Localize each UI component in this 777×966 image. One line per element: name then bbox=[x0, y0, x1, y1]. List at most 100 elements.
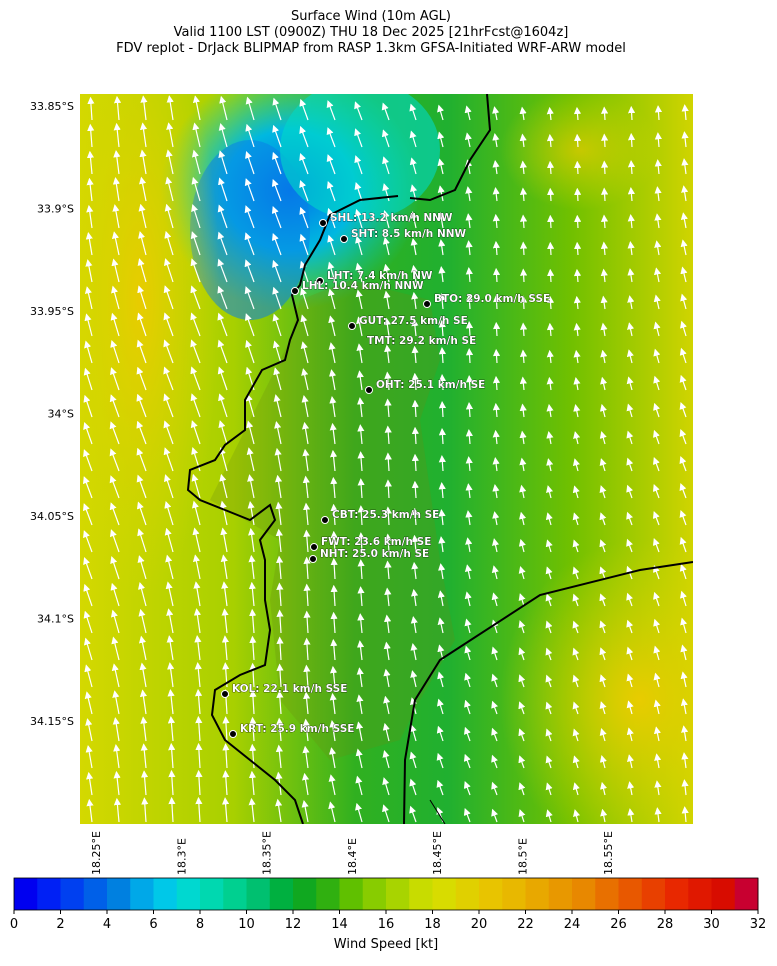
station-dot bbox=[221, 690, 229, 698]
wind-arrow bbox=[679, 563, 687, 580]
wind-arrow bbox=[547, 268, 555, 283]
wind-arrow bbox=[491, 673, 499, 688]
wind-arrow bbox=[409, 130, 417, 148]
station-dot bbox=[340, 235, 348, 243]
wind-arrow bbox=[329, 395, 337, 418]
colorbar-segment bbox=[339, 878, 364, 910]
wind-arrow bbox=[465, 510, 473, 526]
wind-arrow bbox=[410, 264, 418, 283]
wind-arrow bbox=[465, 186, 473, 202]
wind-arrow bbox=[275, 744, 283, 769]
wind-arrow bbox=[599, 754, 607, 769]
colorbar-segment bbox=[130, 878, 154, 910]
wind-arrow bbox=[491, 781, 498, 796]
wind-arrow bbox=[519, 457, 527, 472]
wind-arrow bbox=[600, 781, 608, 796]
wind-arrow bbox=[166, 95, 174, 121]
wind-arrow bbox=[599, 593, 607, 607]
wind-arrow bbox=[354, 155, 363, 175]
wind-arrow bbox=[276, 555, 284, 580]
wind-arrow bbox=[437, 158, 445, 175]
wind-arrow bbox=[599, 701, 607, 715]
wind-arrow bbox=[573, 133, 582, 148]
wind-arrow bbox=[273, 367, 282, 391]
wind-arrow bbox=[166, 635, 174, 661]
wind-arrow bbox=[545, 647, 553, 661]
wind-arrow bbox=[653, 402, 660, 418]
wind-arrow bbox=[436, 698, 444, 715]
wind-arrow bbox=[464, 564, 472, 580]
wind-arrow bbox=[136, 312, 147, 337]
wind-arrow bbox=[574, 187, 582, 202]
wind-arrow bbox=[222, 743, 230, 769]
colorbar-tick-label: 26 bbox=[610, 917, 627, 932]
title-line: Surface Wind (10m AGL) bbox=[291, 9, 451, 24]
wind-arrow bbox=[464, 672, 472, 688]
map bbox=[80, 94, 693, 824]
wind-arrow bbox=[83, 394, 93, 418]
colorbar-segment bbox=[362, 878, 387, 910]
wind-arrow bbox=[626, 754, 635, 769]
wind-arrow bbox=[195, 742, 203, 769]
wind-arrow bbox=[409, 157, 417, 175]
wind-arrow bbox=[113, 797, 122, 823]
wind-arrow bbox=[384, 506, 392, 526]
wind-arrow bbox=[492, 429, 500, 445]
wind-arrow bbox=[357, 424, 365, 445]
wind-arrow bbox=[167, 688, 175, 715]
wind-arrow bbox=[600, 808, 608, 823]
wind-arrow bbox=[272, 97, 282, 121]
wind-arrow bbox=[654, 159, 662, 175]
wind-arrow bbox=[627, 781, 635, 796]
wind-arrow bbox=[249, 662, 257, 688]
wind-arrow bbox=[626, 457, 634, 472]
wind-arrow bbox=[653, 726, 661, 742]
wind-arrow bbox=[438, 319, 446, 337]
wind-arrow bbox=[271, 178, 282, 202]
axes: 33.85°S 33.9°S 33.95°S 34°S 34.05°S 34.1°S 34.… bbox=[30, 100, 615, 875]
wind-arrow bbox=[519, 187, 528, 202]
wind-arrow bbox=[627, 132, 636, 148]
wind-arrow bbox=[599, 485, 607, 499]
wind-arrow bbox=[572, 620, 580, 634]
wind-arrow bbox=[190, 420, 201, 445]
wind-arrow bbox=[139, 149, 147, 175]
colorbar-tick-label: 14 bbox=[331, 917, 348, 932]
colorbar-segment bbox=[37, 878, 61, 910]
wind-field-high bbox=[500, 94, 660, 210]
wind-arrow bbox=[164, 203, 174, 229]
wind-arrow bbox=[356, 343, 364, 364]
wind-arrow bbox=[192, 122, 201, 148]
wind-arrow bbox=[681, 779, 689, 796]
wind-arrow bbox=[300, 341, 309, 364]
wind-arrow bbox=[545, 512, 553, 526]
wind-arrow bbox=[492, 402, 500, 418]
wind-arrow bbox=[492, 213, 500, 229]
wind-arrow bbox=[111, 285, 120, 310]
wind-arrow bbox=[384, 479, 392, 499]
wind-arrow bbox=[600, 349, 608, 364]
wind-arrow bbox=[437, 185, 445, 202]
wind-arrow bbox=[492, 456, 500, 472]
wind-arrow bbox=[546, 430, 554, 445]
wind-arrow bbox=[573, 809, 580, 823]
wind-arrow bbox=[138, 230, 147, 256]
wind-arrow bbox=[84, 313, 93, 337]
wind-arrow bbox=[109, 475, 120, 499]
wind-arrow bbox=[652, 511, 660, 526]
wind-arrow bbox=[245, 393, 255, 418]
colorbar-segment bbox=[502, 878, 526, 910]
wind-arrow bbox=[85, 744, 93, 769]
wind-arrow bbox=[272, 151, 282, 175]
wind-arrow bbox=[327, 234, 336, 256]
wind-arrow bbox=[491, 754, 498, 769]
wind-arrow bbox=[546, 133, 555, 148]
wind-arrow bbox=[192, 527, 201, 553]
wind-arrow bbox=[303, 556, 311, 580]
station-label: FWT: 23.6 km/h SE bbox=[321, 536, 431, 548]
wind-arrow bbox=[519, 484, 527, 499]
wind-arrow bbox=[520, 295, 528, 310]
wind-arrow bbox=[164, 500, 174, 526]
wind-arrow bbox=[326, 154, 336, 175]
wind-arrow bbox=[86, 150, 95, 175]
